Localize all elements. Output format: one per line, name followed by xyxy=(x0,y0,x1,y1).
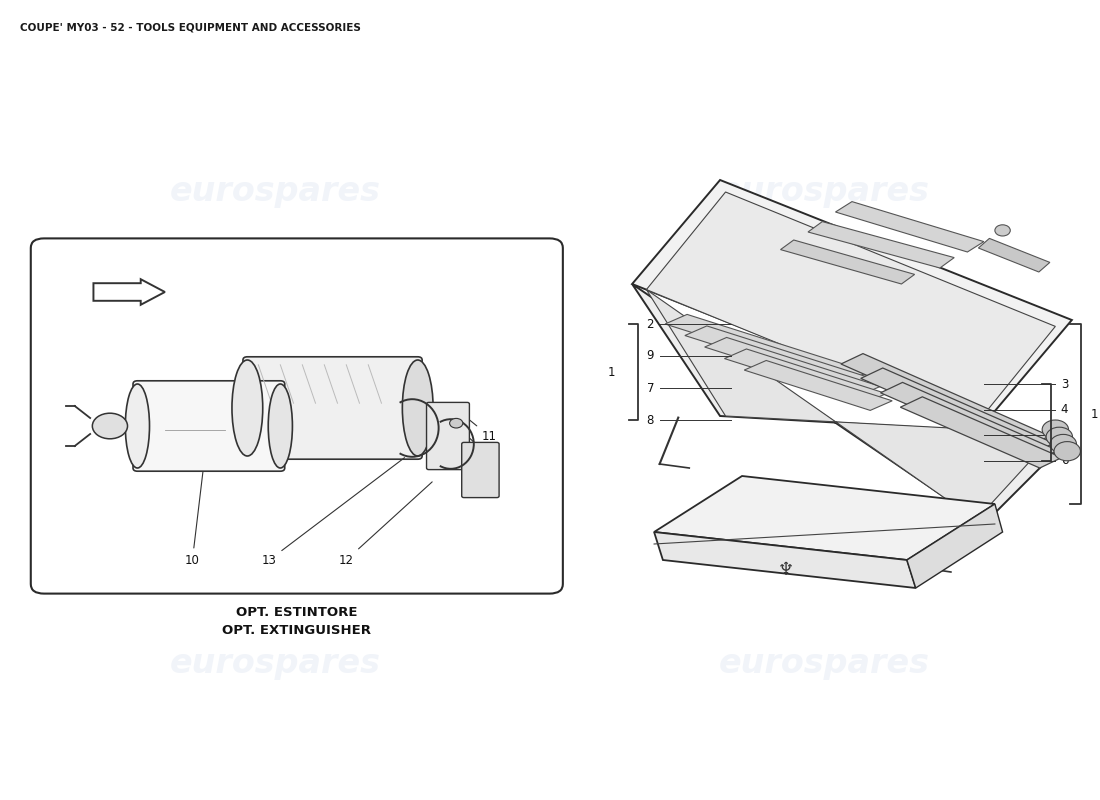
Ellipse shape xyxy=(232,360,263,456)
Ellipse shape xyxy=(125,384,150,468)
Text: eurospares: eurospares xyxy=(169,647,381,681)
Text: 8: 8 xyxy=(647,414,654,426)
Polygon shape xyxy=(906,504,1002,588)
Text: OPT. EXTINGUISHER: OPT. EXTINGUISHER xyxy=(222,624,372,637)
Ellipse shape xyxy=(268,384,293,468)
Text: 2: 2 xyxy=(647,318,654,330)
Polygon shape xyxy=(647,192,1055,424)
Text: 6: 6 xyxy=(1060,454,1068,467)
Text: 1: 1 xyxy=(608,366,616,378)
FancyBboxPatch shape xyxy=(243,357,422,459)
Polygon shape xyxy=(781,240,914,284)
Text: 9: 9 xyxy=(647,350,654,362)
Polygon shape xyxy=(632,284,1071,524)
Text: eurospares: eurospares xyxy=(719,647,929,681)
Text: ♆: ♆ xyxy=(778,561,794,578)
Polygon shape xyxy=(705,338,880,396)
Circle shape xyxy=(1042,420,1068,439)
Text: 7: 7 xyxy=(647,382,654,394)
Text: 10: 10 xyxy=(185,470,204,566)
Circle shape xyxy=(92,413,128,438)
FancyBboxPatch shape xyxy=(462,442,499,498)
Text: 13: 13 xyxy=(262,458,405,566)
Polygon shape xyxy=(685,326,874,389)
Circle shape xyxy=(1054,442,1080,461)
Text: 5: 5 xyxy=(1060,429,1068,442)
Circle shape xyxy=(994,225,1010,236)
Text: 4: 4 xyxy=(1060,403,1068,416)
FancyBboxPatch shape xyxy=(133,381,285,471)
Text: 12: 12 xyxy=(470,438,497,462)
Polygon shape xyxy=(745,361,892,410)
Text: 1: 1 xyxy=(1090,407,1098,421)
Polygon shape xyxy=(647,290,1055,520)
Polygon shape xyxy=(842,354,1049,446)
Text: 3: 3 xyxy=(1060,378,1068,390)
FancyBboxPatch shape xyxy=(427,402,470,470)
Polygon shape xyxy=(836,202,983,252)
Text: 12: 12 xyxy=(339,482,432,566)
Circle shape xyxy=(1050,434,1077,454)
FancyBboxPatch shape xyxy=(31,238,563,594)
Text: eurospares: eurospares xyxy=(169,175,381,209)
Text: eurospares: eurospares xyxy=(719,175,929,209)
Polygon shape xyxy=(654,532,915,588)
Polygon shape xyxy=(808,222,954,268)
Polygon shape xyxy=(900,397,1062,468)
Text: 11: 11 xyxy=(464,415,497,442)
Circle shape xyxy=(450,418,463,428)
Polygon shape xyxy=(978,238,1049,272)
FancyArrow shape xyxy=(94,279,165,305)
Polygon shape xyxy=(881,382,1058,461)
Polygon shape xyxy=(861,368,1054,454)
Polygon shape xyxy=(725,349,887,403)
Text: COUPE' MY03 - 52 - TOOLS EQUIPMENT AND ACCESSORIES: COUPE' MY03 - 52 - TOOLS EQUIPMENT AND A… xyxy=(20,22,361,32)
Circle shape xyxy=(1046,427,1072,446)
Polygon shape xyxy=(666,314,869,382)
Text: OPT. ESTINTORE: OPT. ESTINTORE xyxy=(236,606,358,618)
Polygon shape xyxy=(632,180,1071,424)
Ellipse shape xyxy=(403,360,433,456)
Polygon shape xyxy=(654,476,994,560)
